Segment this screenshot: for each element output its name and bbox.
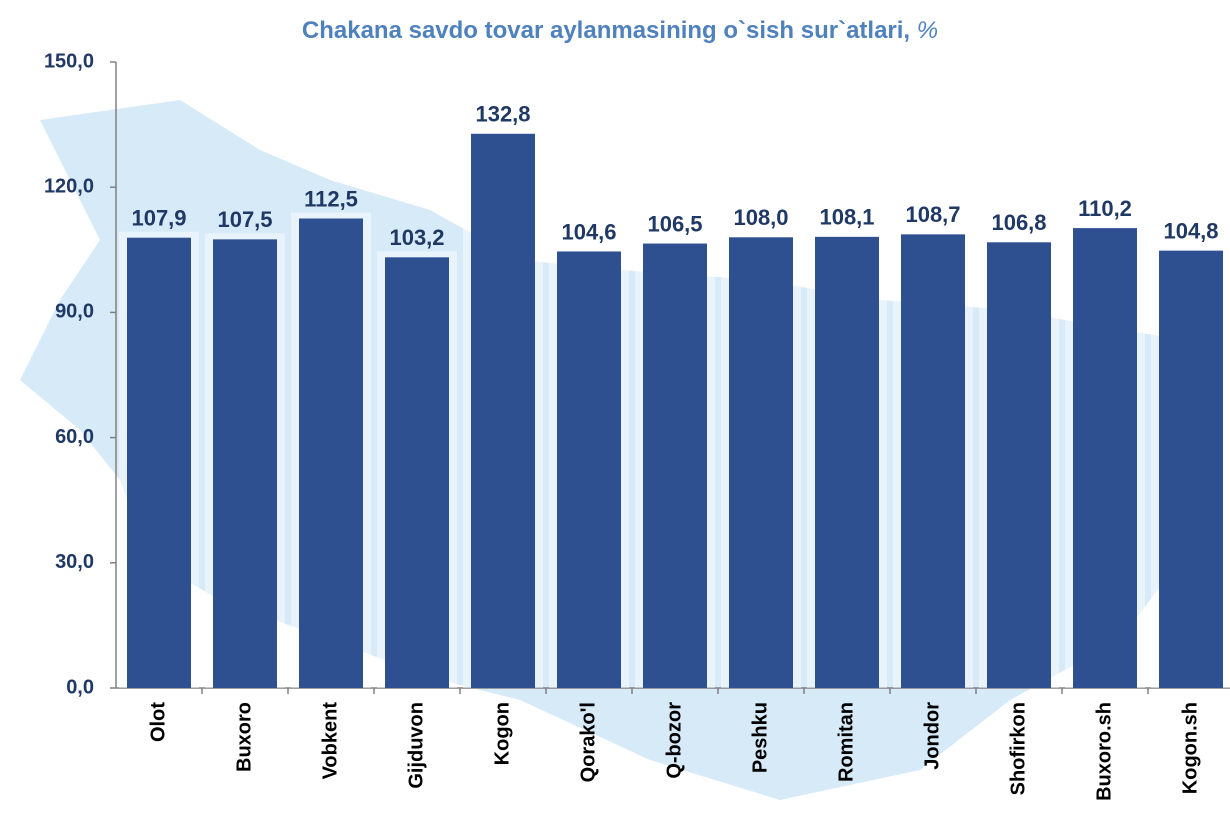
bar <box>471 133 535 689</box>
bar <box>1073 228 1137 688</box>
value-label: 108,1 <box>819 205 874 230</box>
value-label: 132,8 <box>475 102 530 127</box>
x-tick-label: Qorako'l <box>577 702 599 782</box>
x-tick-label: Buxoro <box>233 702 255 772</box>
y-tick-label: 90,0 <box>55 301 94 323</box>
x-tick-label: Buxoro.sh <box>1093 702 1115 801</box>
value-label: 110,2 <box>1078 196 1132 221</box>
bar <box>127 237 191 688</box>
bar <box>643 243 707 689</box>
value-label: 103,2 <box>389 225 444 250</box>
value-label: 104,6 <box>561 219 616 244</box>
bar <box>1159 250 1223 688</box>
value-label: 104,8 <box>1163 218 1218 243</box>
x-tick-label: Olot <box>147 702 169 742</box>
x-tick-label: Kogon.sh <box>1179 702 1201 794</box>
x-tick-label: Gijduvon <box>405 702 427 789</box>
y-tick-label: 60,0 <box>55 426 94 448</box>
bar <box>729 237 793 688</box>
value-label: 112,5 <box>304 186 358 211</box>
x-tick-label: Jondor <box>921 702 943 770</box>
bar <box>815 236 879 688</box>
value-label: 108,7 <box>905 202 960 227</box>
bar <box>557 251 621 688</box>
y-tick-label: 0,0 <box>66 676 94 698</box>
bar <box>213 239 277 688</box>
title-text: Chakana savdo tovar aylanmasining o`sish… <box>302 17 910 44</box>
title-unit: % <box>917 17 938 44</box>
x-tick-label: Romitan <box>835 702 857 782</box>
y-tick-label: 30,0 <box>55 551 94 573</box>
bar <box>901 234 965 688</box>
x-tick-label: Vobkent <box>319 702 341 780</box>
bar <box>385 257 449 688</box>
y-tick-label: 120,0 <box>44 175 94 197</box>
x-tick-label: Q-bozor <box>663 702 685 779</box>
bar <box>299 218 363 688</box>
chart-title: Chakana savdo tovar aylanmasining o`sish… <box>302 17 938 44</box>
bar <box>987 242 1051 688</box>
value-label: 106,8 <box>991 210 1046 235</box>
x-tick-label: Shofirkon <box>1007 702 1029 795</box>
value-label: 107,5 <box>217 207 272 232</box>
y-tick-label: 150,0 <box>44 50 94 72</box>
x-tick-label: Kogon <box>491 702 513 765</box>
value-label: 107,9 <box>131 206 186 231</box>
value-label: 108,0 <box>733 205 788 230</box>
value-label: 106,5 <box>647 211 702 236</box>
x-tick-label: Peshku <box>749 702 771 773</box>
